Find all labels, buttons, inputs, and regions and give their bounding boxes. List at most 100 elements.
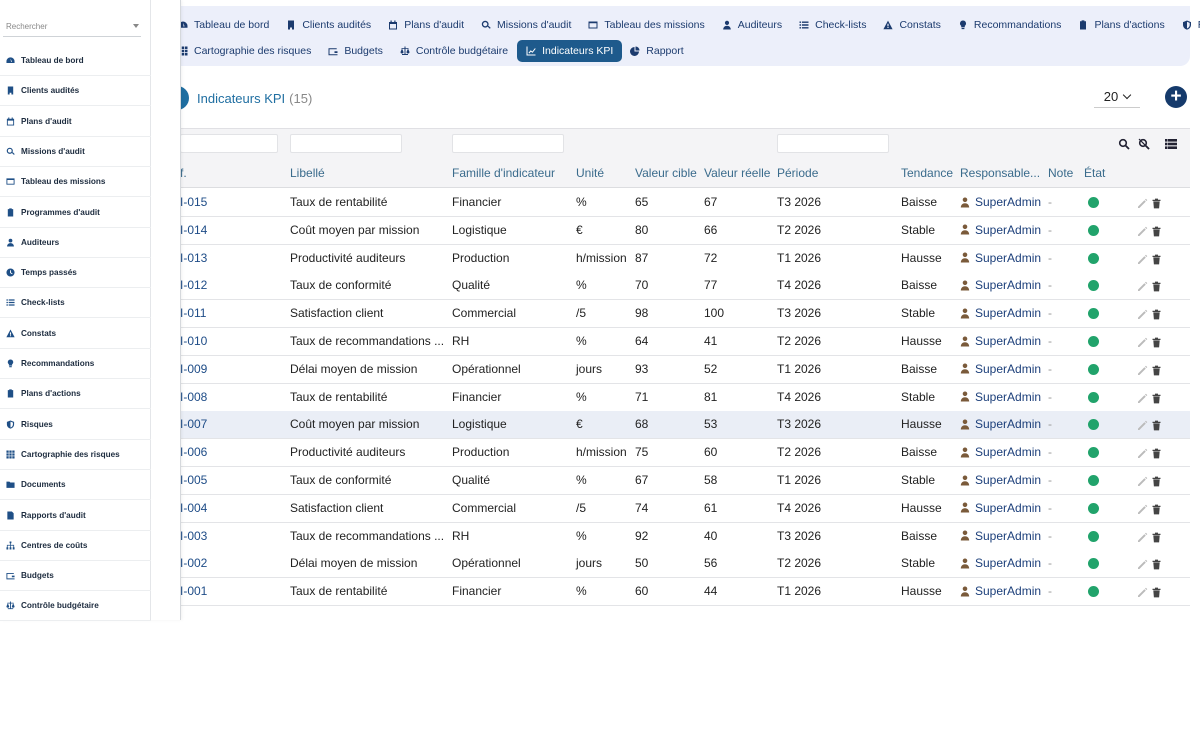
table-row[interactable]: I-007 Coût moyen par mission Logistique €68… — [150, 411, 1190, 440]
delete-icon[interactable] — [1151, 530, 1163, 542]
delete-icon[interactable] — [1151, 335, 1163, 348]
table-row[interactable]: I-010 Taux de recommandations ... RH% 64 41 T… — [150, 328, 1190, 356]
cell-ref[interactable]: I-012 — [180, 278, 208, 293]
edit-icon[interactable] — [1137, 474, 1149, 486]
table-row[interactable]: I-013 Productivité auditeurs Production h/m… — [150, 244, 1190, 273]
table-row[interactable]: I-014 Coût moyen par mission Logistique €80… — [150, 216, 1190, 245]
edit-icon[interactable] — [1137, 391, 1149, 403]
table-row[interactable]: I-008 Taux de rentabilité Financier% 71 81 T4… — [150, 383, 1190, 412]
edit-icon[interactable] — [1137, 557, 1149, 570]
nav-tab-budgets[interactable]: Budgets — [320, 40, 392, 62]
sidebar-item-budgets[interactable]: Budgets — [0, 561, 151, 592]
cell-responsable[interactable]: SuperAdmin — [960, 529, 1041, 543]
cell-responsable[interactable]: SuperAdmin — [960, 556, 1041, 570]
delete-icon[interactable] — [1151, 474, 1163, 487]
filter-periode-input[interactable] — [777, 134, 889, 153]
cell-responsable[interactable]: SuperAdmin — [960, 362, 1041, 376]
filter-famille-input[interactable] — [452, 134, 564, 153]
column-header-periode[interactable]: Période — [777, 166, 819, 180]
column-header-valeur-reelle[interactable]: Valeur réelle — [704, 166, 771, 180]
nav-tab-cartographie-des-risques[interactable]: Cartographie des risques — [170, 40, 320, 62]
nav-tab-tableau-de-bord[interactable]: Tableau de bord — [170, 14, 278, 36]
cell-responsable[interactable]: SuperAdmin — [960, 195, 1041, 209]
sidebar-item-rapports-d-audit[interactable]: Rapports d'audit — [0, 501, 151, 531]
cell-responsable[interactable]: SuperAdmin — [960, 278, 1041, 292]
cell-ref[interactable]: I-003 — [180, 528, 208, 543]
sidebar-item-recommandations[interactable]: Recommandations — [0, 349, 151, 379]
cell-ref[interactable]: I-007 — [180, 417, 208, 432]
cell-ref[interactable]: I-010 — [180, 334, 208, 348]
nav-tab-plans-d-actions[interactable]: Plans d'actions — [1070, 14, 1173, 36]
edit-icon[interactable] — [1137, 307, 1149, 320]
cell-responsable[interactable]: SuperAdmin — [960, 306, 1041, 320]
column-header-famille[interactable]: Famille d'indicateur — [452, 166, 556, 180]
nav-tab-rapport[interactable]: Rapport — [622, 40, 692, 62]
sidebar-item-risques[interactable]: Risques — [0, 410, 151, 440]
delete-icon[interactable] — [1151, 502, 1163, 515]
sidebar-item-clients-audites[interactable]: Clients audités — [0, 76, 151, 107]
sidebar-item-check-lists[interactable]: Check-lists — [0, 288, 151, 319]
filter-libelle-input[interactable] — [290, 134, 402, 153]
table-row[interactable]: I-015 Taux de rentabilité Financier% 65 67 T3… — [150, 189, 1190, 217]
sidebar-item-plans-d-audit[interactable]: Plans d'audit — [0, 107, 151, 137]
nav-tab-tableau-des-missions[interactable]: Tableau des missions — [580, 14, 713, 36]
sidebar-item-programmes-d-audit[interactable]: Programmes d'audit — [0, 198, 151, 228]
cell-ref[interactable]: I-014 — [180, 222, 208, 237]
edit-icon[interactable] — [1137, 252, 1149, 264]
nav-tab-check-lists[interactable]: Check-lists — [791, 14, 875, 36]
sidebar-item-tableau-de-bord[interactable]: Tableau de bord — [0, 46, 151, 76]
sidebar-item-missions-d-audit[interactable]: Missions d'audit — [0, 137, 151, 167]
filter-ref-input[interactable] — [180, 134, 278, 153]
sidebar-search-select[interactable]: Rechercher — [3, 17, 141, 37]
edit-icon[interactable] — [1137, 224, 1149, 236]
cell-responsable[interactable]: SuperAdmin — [960, 390, 1041, 404]
sidebar-item-centres-de-couts[interactable]: Centres de coûts — [0, 531, 151, 561]
edit-icon[interactable] — [1137, 502, 1149, 514]
cell-responsable[interactable]: SuperAdmin — [960, 501, 1041, 515]
table-row[interactable]: I-005 Taux de conformité Qualité% 67 58 T1 20… — [150, 467, 1190, 495]
column-header-valeur-cible[interactable]: Valeur cible — [635, 166, 697, 180]
table-row[interactable]: I-012 Taux de conformité Qualité% 70 77 T4 20… — [150, 272, 1190, 301]
column-header-responsable[interactable]: Responsable... — [960, 166, 1041, 180]
clear-filter-icon[interactable] — [1138, 137, 1150, 150]
table-row[interactable]: I-004 Satisfaction client Commercial/5 74 61… — [150, 494, 1190, 523]
edit-icon[interactable] — [1137, 196, 1149, 208]
per-page-select[interactable]: 20 — [1094, 86, 1140, 108]
nav-tab-controle-budgetaire[interactable]: Contrôle budgétaire — [392, 40, 517, 62]
nav-tab-indicateurs-kpi[interactable]: Indicateurs KPI — [517, 40, 623, 62]
column-header-ref[interactable]: f. — [180, 166, 187, 180]
sidebar-item-constats[interactable]: Constats — [0, 319, 151, 349]
nav-tab-constats[interactable]: Constats — [875, 14, 949, 36]
sidebar-item-tableau-des-missions[interactable]: Tableau des missions — [0, 167, 151, 198]
nav-tab-clients-audites[interactable]: Clients audités — [278, 14, 380, 36]
nav-tab-recommandations[interactable]: Recommandations — [950, 14, 1071, 36]
sidebar-item-plans-d-actions[interactable]: Plans d'actions — [0, 379, 151, 410]
delete-icon[interactable] — [1151, 252, 1163, 264]
cell-responsable[interactable]: SuperAdmin — [960, 445, 1041, 459]
delete-icon[interactable] — [1151, 307, 1163, 320]
edit-icon[interactable] — [1137, 335, 1149, 347]
edit-icon[interactable] — [1137, 530, 1149, 542]
add-kpi-button[interactable]: + — [1165, 86, 1187, 108]
delete-icon[interactable] — [1151, 446, 1163, 459]
cell-responsable[interactable]: SuperAdmin — [960, 417, 1041, 431]
cell-ref[interactable]: I-015 — [180, 195, 208, 209]
table-row[interactable]: I-011 Satisfaction client Commercial/5 98 10… — [150, 300, 1190, 329]
search-icon[interactable] — [1118, 137, 1130, 150]
delete-icon[interactable] — [1151, 585, 1163, 598]
cell-ref[interactable]: I-013 — [180, 250, 208, 265]
column-header-tendance[interactable]: Tendance — [901, 166, 954, 180]
delete-icon[interactable] — [1151, 363, 1163, 376]
delete-icon[interactable] — [1151, 224, 1163, 237]
cell-responsable[interactable]: SuperAdmin — [960, 584, 1041, 598]
column-header-etat[interactable]: État — [1084, 166, 1106, 180]
cell-ref[interactable]: I-008 — [180, 389, 208, 404]
table-row[interactable]: I-006 Productivité auditeurs Production h/m… — [150, 439, 1190, 468]
edit-icon[interactable] — [1137, 279, 1149, 292]
sidebar-item-cartographie-des-risques[interactable]: Cartographie des risques — [0, 440, 151, 470]
delete-icon[interactable] — [1151, 418, 1163, 431]
cell-responsable[interactable]: SuperAdmin — [960, 473, 1041, 487]
cell-responsable[interactable]: SuperAdmin — [960, 334, 1041, 348]
cell-ref[interactable]: I-011 — [180, 306, 207, 321]
nav-tab-auditeurs[interactable]: Auditeurs — [714, 14, 791, 36]
